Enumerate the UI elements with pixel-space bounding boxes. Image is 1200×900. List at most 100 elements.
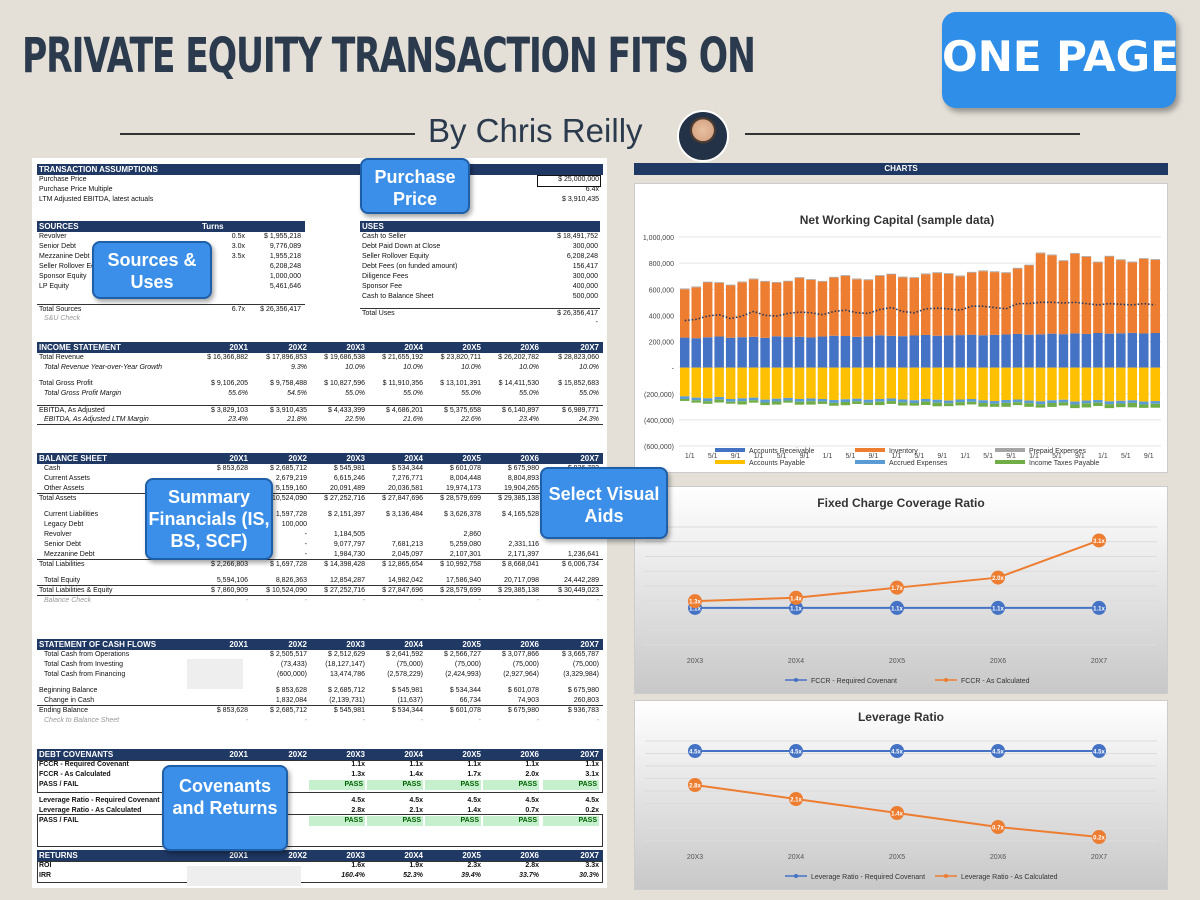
- value-cell: 0.7x: [525, 807, 539, 814]
- bar-accounts-receivable: [943, 335, 954, 368]
- bar-accounts-receivable: [806, 337, 816, 368]
- bar-accounts-receivable: [702, 337, 713, 368]
- value-cell: $ 3,136,484: [386, 511, 423, 518]
- bar-inventory: [817, 281, 828, 337]
- bar-accrued-expenses: [943, 400, 954, 404]
- bar-accrued-expenses: [1001, 400, 1011, 403]
- table-row: Cash $ 853,628 $ 2,685,712 $ 545,981 $ 534,3…: [37, 464, 603, 474]
- bar-income-taxes-payable: [1104, 404, 1115, 409]
- row-label: PASS / FAIL: [39, 817, 79, 824]
- table-row: EBITDA, As Adjusted $ 3,829,103 $ 3,910,43…: [37, 405, 603, 415]
- bar-accounts-payable: [909, 367, 919, 401]
- x-tick-label: 1/1: [685, 453, 695, 460]
- bar-accounts-receivable: [898, 336, 908, 368]
- row-label: Debt Fees (on funded amount): [362, 263, 458, 270]
- value-cell: $ 5,375,658: [444, 407, 481, 414]
- value-cell: 1.1x: [467, 761, 481, 768]
- value-cell: -: [304, 531, 307, 538]
- bar-accounts-receivable: [852, 336, 862, 368]
- legend-label: Leverage Ratio - Required Covenant: [811, 874, 925, 881]
- value-cell: 66,734: [459, 697, 481, 704]
- bar-prepaid-expenses: [943, 273, 954, 274]
- value-cell: 55.0%: [461, 390, 481, 397]
- data-label: 4.5x: [689, 750, 701, 756]
- year-header: 20X3: [346, 640, 365, 649]
- bar-prepaid-expenses: [989, 271, 1000, 273]
- value-cell: 24,442,289: [563, 577, 599, 584]
- row-label: Total Cash from Operations: [44, 651, 130, 658]
- value-cell: 3.3x: [585, 862, 599, 869]
- callout-summary-financials: Summary Financials (IS, BS, SCF): [145, 478, 273, 560]
- bar-accounts-receivable: [1070, 333, 1080, 368]
- table-row: Revolver - 1,184,505 2,860: [37, 530, 603, 540]
- bar-prepaid-expenses: [737, 281, 747, 283]
- value-cell: 17,586,940: [445, 577, 481, 584]
- bar-accounts-payable: [1150, 367, 1160, 402]
- bar-inventory: [1093, 262, 1103, 334]
- value-cell: 2.3x: [467, 862, 481, 869]
- y-tick-label: 1,000,000: [643, 235, 674, 242]
- table-row: Revolver 0.5x $ 1,955,218: [37, 232, 305, 242]
- value-cell: 2,107,301: [449, 551, 481, 558]
- value-cell: 24.3%: [579, 416, 599, 423]
- bar-accounts-receivable: [725, 337, 736, 368]
- bar-accounts-receivable: [863, 336, 874, 368]
- bar-accounts-receivable: [875, 335, 885, 368]
- total-cell: $ 26,356,417: [557, 310, 598, 317]
- data-label: 4.5x: [891, 750, 903, 756]
- balance-header: BALANCE SHEET 20X1 20X2 20X3 20X4 20X5 20X6 20X…: [37, 453, 603, 464]
- value-cell: $ 534,344: [449, 687, 481, 694]
- value-cell: 300,000: [572, 273, 598, 280]
- bar-accounts-payable: [921, 367, 931, 399]
- bar-income-taxes-payable: [737, 401, 747, 405]
- bar-accrued-expenses: [1058, 399, 1069, 403]
- callout-visual-aids: Select Visual Aids: [540, 467, 668, 539]
- value-cell: $ 2,266,803: [211, 561, 248, 568]
- row-label: Purchase Price: [39, 176, 87, 183]
- row-label: Debt Paid Down at Close: [362, 243, 441, 250]
- legend-marker: [944, 874, 948, 878]
- table-row: Senior Debt - 9,077,797 7,681,213 5,259,080 2…: [37, 540, 603, 550]
- value-cell: $ 12,865,654: [382, 561, 423, 568]
- bar-income-taxes-payable: [886, 401, 897, 404]
- bar-accrued-expenses: [909, 400, 919, 404]
- value-cell: 19,904,265: [503, 485, 539, 492]
- section-title: SOURCES: [39, 222, 79, 231]
- bar-income-taxes-payable: [1058, 402, 1069, 406]
- byline: By Chris Reilly: [428, 112, 643, 149]
- pass-cell: PASS: [425, 780, 481, 790]
- pass-cell: PASS: [367, 816, 423, 826]
- table-row: Cash to Balance Sheet 500,000: [360, 292, 600, 302]
- value-cell: 4.5x: [409, 797, 423, 804]
- row-label: Revolver: [39, 233, 67, 240]
- value-cell: 6,208,248: [269, 263, 301, 270]
- bar-accrued-expenses: [806, 398, 816, 402]
- bar-inventory: [921, 274, 931, 335]
- value-cell: $ 6,140,897: [502, 407, 539, 414]
- bar-accrued-expenses: [760, 399, 770, 403]
- bar-prepaid-expenses: [898, 276, 908, 278]
- value-cell: 23.4%: [519, 416, 539, 423]
- bar-accounts-receivable: [1047, 333, 1057, 368]
- x-tick-label: 5/1: [1121, 453, 1131, 460]
- value-cell: $ 4,433,399: [328, 407, 365, 414]
- bar-inventory: [1104, 256, 1115, 334]
- bar-income-taxes-payable: [725, 401, 736, 404]
- bar-income-taxes-payable: [714, 399, 724, 403]
- x-tick-label: 5/1: [777, 453, 787, 460]
- x-tick-label: 20X6: [990, 658, 1006, 665]
- bar-prepaid-expenses: [1081, 256, 1092, 257]
- bar-prepaid-expenses: [909, 277, 919, 279]
- table-row: Purchase Price $ 25,000,000: [37, 175, 603, 185]
- bar-income-taxes-payable: [1116, 403, 1126, 408]
- total-sources-row: Total Sources 6.7x $ 26,356,417: [37, 304, 305, 314]
- divider-left: [120, 133, 415, 135]
- bar-prepaid-expenses: [691, 286, 701, 288]
- value-cell: 2,171,397: [507, 551, 539, 558]
- bar-accounts-receivable: [1150, 333, 1160, 368]
- row-label: Cash: [44, 465, 61, 472]
- turns-cell: 0.5x: [231, 233, 245, 240]
- value-cell: $ 545,981: [333, 465, 365, 472]
- value-cell: 5,259,080: [449, 541, 481, 548]
- bar-accounts-payable: [978, 367, 988, 401]
